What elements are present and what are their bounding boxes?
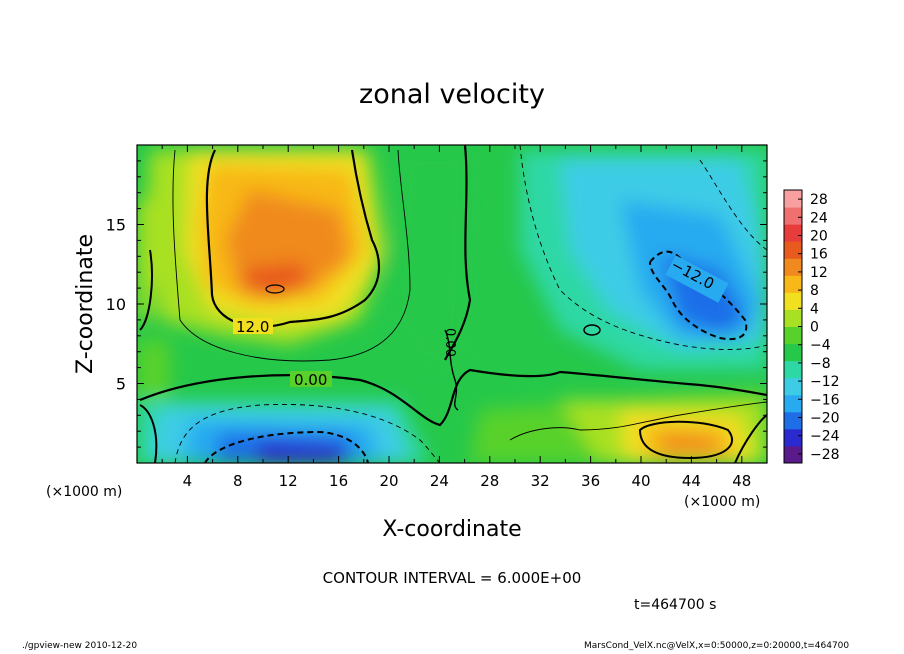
colorbar-swatch (784, 326, 802, 345)
x-tick-label: 12 (279, 472, 298, 490)
colorbar-swatch (784, 445, 802, 464)
colorbar-tick-label: 12 (810, 265, 828, 281)
contour-label-0-b: 0.00 (442, 328, 457, 357)
x-unit-right: (×1000 m) (684, 494, 760, 510)
x-tick-label: 36 (581, 472, 600, 490)
chart-title: zonal velocity (359, 79, 545, 110)
colorbar-swatch (784, 241, 802, 259)
footer-left: ./gpview-new 2010-12-20 (22, 641, 138, 651)
colorbar-swatch (784, 258, 802, 276)
colorbar-swatch (784, 275, 802, 293)
colorbar-tick-label: −24 (810, 429, 840, 445)
colorbar-tick-label: −28 (810, 447, 840, 463)
x-tick-label: 48 (732, 472, 751, 490)
colorbar-swatch (784, 224, 802, 242)
x-axis: 4 8 12 16 20 24 28 32 36 40 44 48 (161, 145, 751, 490)
y-axis-title: Z-coordinate (73, 234, 98, 374)
colorbar-tick-label: −4 (810, 338, 831, 354)
colorbar-tick-label: −20 (810, 411, 840, 427)
y-tick-label: 15 (106, 216, 126, 235)
x-unit-left: (×1000 m) (46, 484, 122, 500)
x-tick-label: 24 (430, 472, 449, 490)
x-axis-title: X-coordinate (382, 517, 521, 542)
x-tick-label: 28 (480, 472, 499, 490)
colorbar-tick-label: 4 (810, 301, 819, 317)
colorbar-swatch (784, 360, 802, 379)
y-axis: 5 10 15 (106, 160, 767, 448)
colorbar-tick-label: 20 (810, 229, 828, 245)
colorbar: 28 24 20 16 12 8 4 0 −4 −8 −12 −16 −20 −24 −28 (783, 189, 840, 464)
colorbar-tick-label: 8 (810, 283, 819, 299)
colorbar-swatch (784, 377, 802, 396)
x-tick-label: 16 (329, 472, 348, 490)
colorbar-tick-label: 16 (810, 247, 828, 263)
colorbar-swatch (784, 428, 802, 447)
plot-field: 12.0 0.00 0.00 −12.0 (137, 145, 767, 463)
colorbar-tick-label: 0 (810, 320, 819, 336)
colorbar-tick-label: 28 (810, 192, 828, 208)
contour-label-0-a: 0.00 (294, 371, 327, 389)
y-tick-label: 5 (116, 375, 126, 394)
footer-right: MarsCond_VelX.nc@VelX,x=0:50000,z=0:2000… (584, 641, 850, 651)
x-tick-label: 20 (379, 472, 398, 490)
x-tick-label: 4 (183, 472, 193, 490)
colorbar-swatch (784, 394, 802, 413)
colorbar-tick-label: −12 (810, 374, 840, 390)
y-tick-label: 10 (106, 295, 126, 314)
colorbar-swatch (784, 309, 802, 327)
colorbar-tick-label: −8 (810, 356, 831, 372)
colorbar-tick-label: −16 (810, 392, 840, 408)
contour-label-12: 12.0 (236, 318, 269, 336)
colorbar-swatch (784, 207, 802, 225)
contour-interval-label: CONTOUR INTERVAL = 6.000E+00 (323, 569, 582, 587)
colorbar-swatch (784, 411, 802, 430)
colorbar-swatch (784, 343, 802, 362)
colorbar-swatch (784, 292, 802, 310)
time-label: t=464700 s (634, 597, 716, 613)
colorbar-swatch (784, 190, 802, 208)
x-tick-label: 8 (233, 472, 243, 490)
x-tick-label: 40 (631, 472, 650, 490)
x-tick-label: 44 (682, 472, 701, 490)
x-tick-label: 32 (531, 472, 550, 490)
colorbar-tick-label: 24 (810, 210, 828, 226)
